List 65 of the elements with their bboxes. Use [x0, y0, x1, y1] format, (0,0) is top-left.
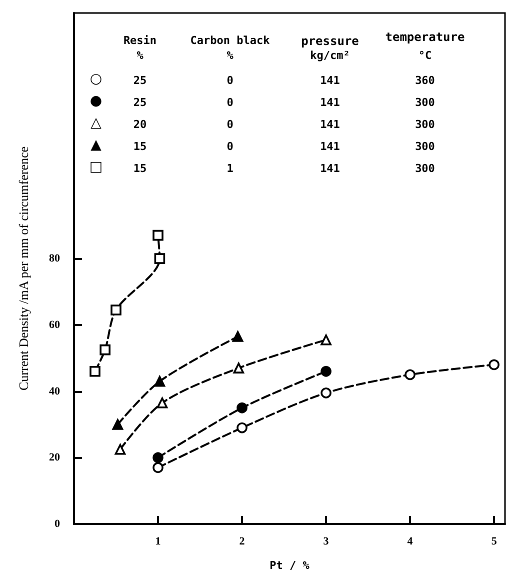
- annotation: %: [136, 49, 144, 62]
- annotation: 300: [415, 140, 435, 153]
- annotation: 141: [320, 162, 340, 175]
- point: [114, 444, 126, 455]
- annotation: 0: [226, 140, 234, 153]
- point: [154, 376, 166, 387]
- annotation: 20: [133, 118, 147, 131]
- annotation: 141: [320, 96, 340, 109]
- annotation: 300: [415, 162, 435, 175]
- point: [236, 402, 248, 414]
- annotation: Carbon black: [190, 34, 270, 47]
- annotation: °C: [418, 49, 432, 62]
- x-axis-title: Pt / %: [270, 559, 310, 572]
- x-tick-label: 5: [491, 536, 498, 548]
- annotation: 15: [133, 162, 147, 175]
- annotation: ○: [90, 71, 102, 87]
- point: [233, 362, 244, 374]
- y-tick-label: 20: [49, 452, 60, 464]
- annotation: 141: [320, 118, 340, 131]
- point: [320, 366, 332, 377]
- annotation: 300: [415, 96, 435, 109]
- y-axis-title: Current Density /mA per mm of circumference: [16, 146, 31, 391]
- x-tick-label: 4: [407, 536, 414, 548]
- annotation: kg/cm²: [310, 49, 350, 62]
- annotation: pressure: [301, 34, 359, 48]
- point: [232, 331, 244, 342]
- point: [100, 344, 110, 356]
- annotation: 25: [133, 74, 147, 87]
- annotation: 300: [415, 118, 435, 131]
- annotation: 0: [226, 118, 234, 131]
- point: [112, 419, 124, 430]
- x-tick-label: 3: [323, 536, 330, 548]
- point: [156, 397, 168, 408]
- annotation: 141: [320, 140, 340, 153]
- annotation: ▲: [90, 137, 102, 153]
- annotation: 141: [320, 74, 340, 87]
- y-tick-label: 40: [49, 385, 60, 398]
- point: [320, 388, 332, 398]
- point: [90, 366, 100, 377]
- annotation: 15: [133, 140, 147, 153]
- y-tick-label: 0: [54, 518, 60, 530]
- annotation: △: [90, 115, 102, 131]
- y-tick-label: 60: [49, 318, 60, 331]
- point: [404, 369, 416, 380]
- point: [236, 422, 248, 434]
- x-tick-label: 1: [155, 536, 161, 548]
- annotation: 0: [226, 96, 234, 109]
- x-tick-label: 2: [239, 536, 246, 548]
- annotation: 1: [226, 162, 234, 175]
- point: [488, 359, 500, 370]
- point: [152, 230, 164, 241]
- point: [320, 334, 332, 346]
- annotation: Resin: [123, 34, 157, 47]
- annotation: %: [226, 49, 234, 62]
- point: [154, 253, 166, 264]
- annotation: ●: [90, 93, 102, 109]
- point: [110, 304, 122, 316]
- annotation: 25: [133, 96, 147, 109]
- annotation: □: [89, 159, 103, 175]
- point: [152, 462, 164, 473]
- point: [152, 452, 164, 464]
- y-tick-label: 80: [49, 252, 60, 265]
- annotation: temperature: [385, 30, 465, 44]
- annotation: 0: [226, 74, 234, 87]
- annotation: 360: [415, 74, 435, 87]
